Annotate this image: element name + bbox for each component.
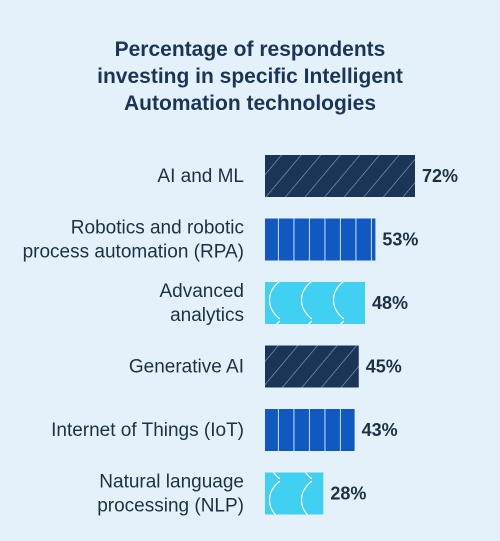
value-label-generative-ai: 45%: [366, 357, 402, 377]
category-label-robotics-and-robotic-process-automation-rpa-line-2: process automation (RPA): [23, 242, 244, 263]
bar-generative-ai: [265, 345, 359, 388]
category-label-internet-of-things-iot: Internet of Things (IoT): [51, 420, 244, 441]
value-label-advanced-analytics: 48%: [372, 293, 408, 313]
category-label-advanced-analytics-line-2: analytics: [170, 305, 244, 326]
bar-advanced-analytics: [265, 282, 365, 324]
bar-natural-language-processing-nlp: [265, 472, 324, 515]
value-label-internet-of-things-iot: 43%: [362, 420, 398, 440]
value-label-robotics-and-robotic-process-automation-rpa: 53%: [382, 230, 418, 250]
category-label-natural-language-processing-nlp-line-1: Natural language: [99, 472, 244, 493]
category-label-advanced-analytics-line-1: Advanced: [159, 281, 244, 302]
value-label-ai-and-ml: 72%: [422, 166, 458, 186]
bars-group: 72% AI and ML 53% Robotics and robotic proce…: [23, 155, 458, 517]
bar-robotics-and-robotic-process-automation-rpa: [265, 218, 376, 261]
category-label-ai-and-ml: AI and ML: [157, 166, 244, 187]
chart-title-line-1: Percentage of respondents: [114, 38, 386, 61]
value-label-natural-language-processing-nlp: 28%: [330, 484, 366, 504]
chart-title-line-3: Automation technologies: [124, 92, 376, 115]
category-label-robotics-and-robotic-process-automation-rpa-line-1: Robotics and robotic: [71, 218, 244, 239]
bar-internet-of-things-iot: [265, 409, 355, 451]
chart-title: Percentage of respondents investing in s…: [0, 36, 500, 117]
bar-ai-and-ml: [265, 155, 415, 197]
category-label-generative-ai: Generative AI: [129, 357, 244, 378]
category-label-natural-language-processing-nlp-line-2: processing (NLP): [97, 496, 244, 517]
chart-title-line-2: investing in specific Intelligent: [97, 65, 403, 88]
